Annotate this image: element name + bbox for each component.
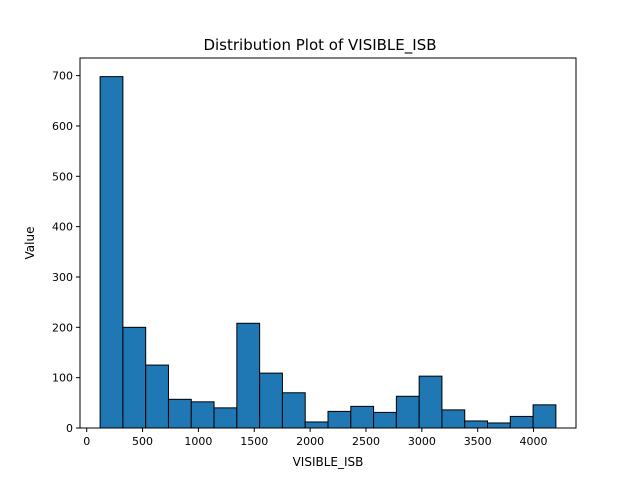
y-tick-label: 700 — [52, 70, 73, 83]
histogram-bar — [327, 410, 352, 429]
y-axis-label: Value — [23, 227, 37, 260]
y-axis-ticks: 0 100 200 300 400 500 600 700 — [52, 70, 80, 435]
y-tick-label: 600 — [52, 120, 73, 133]
x-tick-label: 1000 — [184, 435, 212, 448]
histogram-bar — [395, 395, 420, 429]
histogram-bar — [373, 411, 397, 429]
histogram-bar — [167, 398, 192, 429]
histogram-bar — [418, 375, 443, 429]
histogram-bar — [304, 421, 329, 429]
histogram-bar — [281, 392, 306, 429]
x-tick-label: 2000 — [296, 435, 324, 448]
y-tick-label: 0 — [66, 422, 73, 435]
histogram-bar — [190, 401, 215, 429]
bars-group — [99, 76, 557, 429]
x-tick-label: 2500 — [352, 435, 380, 448]
histogram-bar — [99, 76, 124, 429]
x-axis-label: VISIBLE_ISB — [293, 455, 364, 469]
x-tick-label: 500 — [132, 435, 153, 448]
histogram-bar — [122, 326, 147, 429]
y-tick-label: 400 — [52, 221, 73, 234]
y-tick-label: 500 — [52, 170, 73, 183]
x-tick-label: 1500 — [240, 435, 268, 448]
histogram-bar — [236, 322, 261, 429]
histogram-bar — [145, 364, 169, 429]
x-tick-label: 4000 — [520, 435, 548, 448]
plot-frame — [79, 57, 577, 429]
histogram-bar — [464, 420, 489, 429]
histogram-bar — [509, 415, 534, 429]
y-tick-label: 200 — [52, 321, 73, 334]
histogram-bar — [350, 405, 375, 429]
y-tick-label: 300 — [52, 271, 73, 284]
histogram-bar — [259, 372, 283, 429]
histogram-bar — [532, 404, 557, 429]
x-tick-label: 3000 — [408, 435, 436, 448]
x-axis-ticks: 0 500 1000 1500 2000 2500 3000 3500 4000 — [83, 428, 548, 448]
x-tick-label: 3500 — [464, 435, 492, 448]
x-tick-label: 0 — [83, 435, 90, 448]
histogram-bar — [213, 407, 238, 429]
chart-title: Distribution Plot of VISIBLE_ISB — [203, 36, 436, 55]
y-tick-label: 100 — [52, 372, 73, 385]
histogram-bar — [441, 409, 466, 429]
histogram-bar — [487, 422, 511, 429]
